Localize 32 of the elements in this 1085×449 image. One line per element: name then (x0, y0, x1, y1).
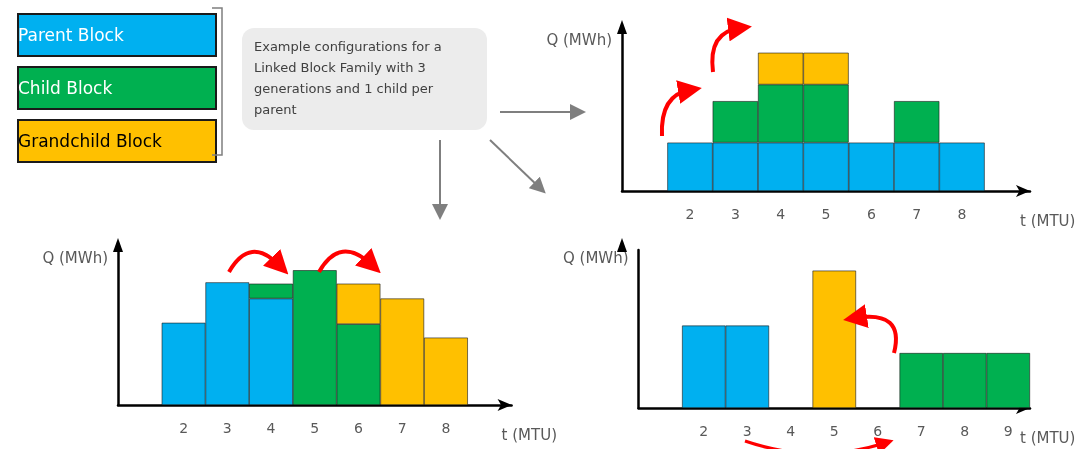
x-tick-label: 7 (916, 423, 926, 439)
y-axis-title: Q (MWh) (42, 248, 108, 267)
x-tick-label: 6 (866, 206, 876, 222)
x-tick-label: 9 (1003, 423, 1013, 439)
x-tick-label: 5 (310, 420, 320, 436)
text: Grandchild Block (18, 131, 163, 151)
x-tick-label: 2 (699, 423, 709, 439)
x-tick-label: 8 (957, 206, 967, 222)
x-tick-label: 4 (266, 420, 276, 436)
x-tick-label: 8 (441, 420, 451, 436)
x-tick-label: 7 (397, 420, 407, 436)
x-tick-label: 4 (786, 423, 796, 439)
text: Example configurations for a Linked Block Family with 3 generations and 1 child per parent (254, 39, 446, 117)
x-tick-label: 6 (354, 420, 364, 436)
x-axis-title: t (MTU) (1020, 211, 1076, 230)
x-axis-title: t (MTU) (501, 425, 557, 444)
x-tick-label: 3 (730, 206, 740, 222)
x-tick-label: 6 (873, 423, 883, 439)
y-axis-title: Q (MWh) (563, 248, 629, 267)
x-tick-label: 5 (829, 423, 839, 439)
x-tick-label: 3 (742, 423, 752, 439)
x-tick-label: 7 (912, 206, 922, 222)
y-axis-title: Q (MWh) (546, 30, 612, 49)
x-tick-label: 4 (776, 206, 786, 222)
text: Child Block (18, 78, 113, 98)
x-tick-label: 8 (960, 423, 970, 439)
x-tick-label: 2 (179, 420, 189, 436)
x-tick-label: 3 (222, 420, 232, 436)
x-tick-label: 5 (821, 206, 831, 222)
x-axis-title: t (MTU) (1020, 428, 1076, 447)
x-tick-label: 2 (685, 206, 695, 222)
text: Parent Block (18, 25, 124, 45)
